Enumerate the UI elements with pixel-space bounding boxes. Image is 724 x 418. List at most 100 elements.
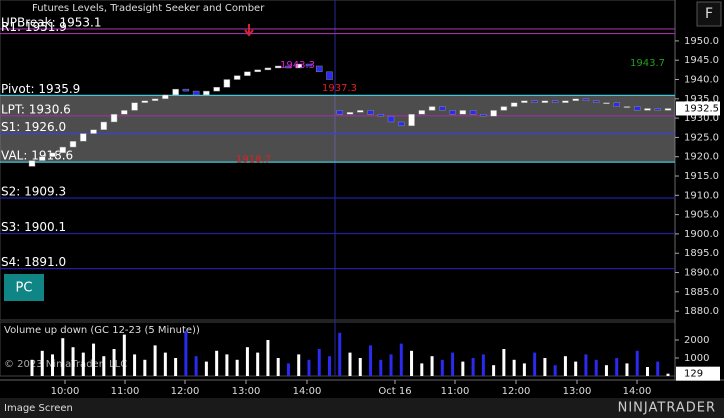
candle	[80, 133, 87, 142]
candle	[233, 75, 241, 80]
y-tick-label: 1000	[684, 353, 709, 364]
candle	[613, 102, 620, 107]
level-label: S4: 1891.0	[1, 255, 66, 269]
volume-bar	[645, 367, 649, 376]
volume-bar	[51, 354, 55, 376]
volume-bar	[204, 361, 208, 376]
volume-bar	[338, 332, 342, 376]
volume-bar	[194, 356, 198, 376]
candle	[213, 86, 220, 92]
candle	[346, 112, 354, 115]
annotation: 1918.7	[236, 155, 271, 166]
candle	[623, 106, 631, 108]
volume-bar	[122, 334, 126, 376]
candle	[131, 102, 138, 111]
volume-bar	[163, 352, 167, 376]
candle	[141, 100, 149, 103]
volume-bar	[666, 373, 670, 376]
candle	[244, 71, 251, 76]
volume-bar	[451, 352, 455, 376]
volume-bar	[553, 365, 557, 376]
volume-bar	[492, 365, 496, 376]
volume-bar	[399, 343, 403, 376]
volume-bar	[153, 345, 157, 376]
y-tick-label: 1895.0	[684, 248, 719, 259]
volume-bar	[256, 352, 260, 376]
volume-bar	[533, 352, 537, 376]
y-tick-label: 1900.0	[684, 229, 719, 240]
candle	[531, 100, 538, 103]
candle	[39, 156, 46, 161]
candle	[562, 100, 569, 103]
candle	[459, 110, 467, 115]
candle	[644, 108, 651, 111]
volume-bar	[30, 359, 34, 376]
volume-bar	[225, 354, 229, 376]
annotation: 1943.3	[280, 60, 315, 71]
x-tick-label: 13:00	[563, 386, 592, 397]
candle	[49, 152, 56, 157]
f-button-label[interactable]: F	[705, 6, 713, 22]
candle	[572, 98, 579, 101]
candle	[408, 114, 415, 127]
candle	[121, 110, 128, 115]
annotation: 1937.3	[322, 83, 357, 94]
volume-bar	[112, 349, 116, 376]
y-tick-label: 1885.0	[684, 287, 719, 298]
volume-bar	[440, 359, 444, 376]
chart-title: Futures Levels, Tradesight Seeker and Co…	[32, 3, 265, 14]
pc-button-label[interactable]: PC	[16, 281, 33, 296]
candle	[264, 67, 272, 71]
volume-bar	[184, 331, 188, 376]
candle	[510, 102, 518, 107]
y-tick-label: 1925.0	[684, 132, 719, 143]
status-bar	[0, 398, 724, 418]
y-tick-label: 1930.0	[684, 113, 719, 124]
candle	[439, 106, 446, 111]
level-label: S3: 1900.1	[1, 220, 66, 234]
volume-bar	[327, 356, 331, 376]
candle	[326, 71, 333, 80]
candle	[664, 108, 672, 111]
x-tick-label: 13:00	[232, 386, 261, 397]
volume-panel	[0, 321, 676, 377]
volume-bar	[71, 347, 75, 376]
volume-bar	[286, 363, 290, 376]
volume-bar	[625, 363, 629, 376]
volume-bar	[389, 354, 393, 376]
volume-bar	[584, 354, 588, 376]
volume-bar	[297, 354, 301, 376]
level-label: S1: 1926.0	[1, 120, 66, 134]
volume-bar	[215, 350, 219, 376]
candle	[69, 141, 77, 148]
volume-bar	[81, 352, 85, 376]
candle	[387, 115, 395, 123]
pc-button[interactable]	[4, 274, 44, 301]
volume-bar	[656, 361, 660, 376]
f-button[interactable]	[696, 1, 722, 27]
volume-bar	[594, 359, 598, 376]
candle	[603, 102, 610, 104]
volume-bar	[61, 338, 65, 376]
volume-bar	[563, 356, 567, 376]
candle	[592, 100, 600, 103]
annotation: 1943.7	[630, 58, 665, 69]
candle	[377, 114, 385, 117]
volume-bar	[574, 361, 578, 376]
candle	[305, 63, 313, 67]
candle	[59, 146, 67, 154]
volume-bar	[235, 359, 239, 376]
level-label: Pivot: 1935.9	[1, 82, 80, 96]
volume-last-box	[676, 366, 720, 381]
y-tick-label: 1935.0	[684, 94, 719, 105]
volume-bar	[317, 349, 321, 376]
candle	[367, 110, 374, 115]
y-tick-label: 1945.0	[684, 55, 719, 66]
candle	[315, 65, 323, 73]
candle	[480, 114, 487, 117]
candle	[336, 110, 343, 115]
volume-bar	[522, 363, 526, 376]
x-tick-label: 14:00	[293, 386, 322, 397]
candle	[521, 100, 528, 103]
candle	[582, 98, 590, 101]
